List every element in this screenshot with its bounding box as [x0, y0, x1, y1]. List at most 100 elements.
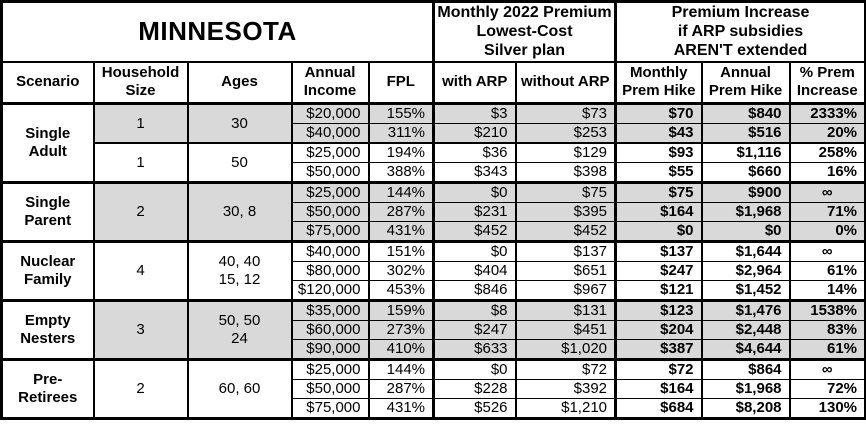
pct-prem-increase-cell: 61% — [788, 261, 866, 282]
annual-prem-hike-cell: $864 — [700, 358, 791, 381]
fpl-cell: 144% — [367, 358, 435, 381]
fpl-cell: 144% — [367, 181, 435, 204]
scenario-cell: Nuclear Family — [0, 240, 95, 302]
fpl-cell: 159% — [367, 299, 435, 322]
annual-income-cell: $25,000 — [290, 181, 370, 204]
scenario-cell: Single Adult — [0, 102, 95, 184]
without-arp-cell: $451 — [514, 320, 617, 341]
annual-income-cell: $25,000 — [290, 358, 370, 381]
table-row: $75,000 431% $526 $1,210 $684 $8,208 130% — [2, 398, 866, 420]
monthly-prem-hike-cell: $93 — [614, 142, 703, 164]
header-group-row: MINNESOTA Monthly 2022 Premium Lowest-Co… — [0, 0, 866, 63]
with-arp-cell: $210 — [432, 123, 517, 144]
pct-prem-increase-cell: 0% — [788, 221, 866, 243]
household-size-cell: 4 — [92, 240, 189, 302]
annual-income-cell: $40,000 — [290, 123, 370, 144]
pct-prem-increase-cell: 16% — [788, 162, 866, 184]
pct-prem-increase-cell: 1538% — [788, 299, 866, 322]
annual-prem-hike-cell: $2,964 — [700, 261, 791, 282]
without-arp-cell: $651 — [514, 261, 617, 282]
table-row: Nuclear Family 4 40, 40 15, 12 $40,000 151% $… — [0, 240, 866, 302]
table-row: $50,000 388% $343 $398 $55 $660 16% — [2, 162, 866, 184]
table-row: $90,000 410% $633 $1,020 $387 $4,644 61% — [2, 339, 866, 361]
annual-prem-hike-cell: $1,452 — [700, 280, 791, 302]
annual-income-cell: $75,000 — [290, 221, 370, 243]
with-arp-cell: $247 — [432, 320, 517, 341]
annual-income-cell: $50,000 — [290, 379, 370, 400]
without-arp-cell: $253 — [514, 123, 617, 144]
table-row: Empty Nesters 3 50, 50 24 $35,000 159% $8 $131… — [0, 299, 866, 361]
monthly-prem-hike-cell: $121 — [614, 280, 703, 302]
with-arp-cell: $452 — [432, 221, 517, 243]
monthly-prem-hike-cell: $55 — [614, 162, 703, 184]
fpl-cell: 287% — [367, 202, 435, 223]
without-arp-cell: $73 — [514, 102, 617, 125]
header-columns-row: Scenario Household Size Ages Annual Inco… — [0, 60, 866, 106]
annual-income-cell: $20,000 — [290, 102, 370, 125]
annual-income-cell: $90,000 — [290, 339, 370, 361]
with-arp-cell: $526 — [432, 398, 517, 420]
household-size-cell: 3 — [92, 299, 189, 361]
monthly-prem-hike-cell: $72 — [614, 358, 703, 381]
pct-prem-increase-cell: 2333% — [788, 102, 866, 125]
table-row: Single Parent 2 30, 8 $25,000 144% $0 $75 $75 $9… — [0, 181, 866, 243]
table-row: Single Adult 1 30 $20,000 155% $3 $73 $70 $840 23… — [0, 102, 866, 184]
annual-prem-hike-cell: $0 — [700, 221, 791, 243]
annual-income-cell: $120,000 — [290, 280, 370, 302]
pct-prem-increase-cell: 71% — [788, 202, 866, 223]
ages-cell: 60, 60 — [186, 358, 293, 420]
monthly-prem-hike-cell: $43 — [614, 123, 703, 144]
annual-prem-hike-cell: $8,208 — [700, 398, 791, 420]
pct-prem-increase-cell: 258% — [788, 142, 866, 164]
table-row: 1 50 $25,000 194% $36 $129 $93 $1,116 258% — [2, 142, 866, 184]
household-size-cell: 2 — [92, 181, 189, 243]
fpl-cell: 431% — [367, 398, 435, 420]
table-row: $40,000 311% $210 $253 $43 $516 20% — [2, 123, 866, 144]
table-row: $60,000 273% $247 $451 $204 $2,448 83% — [2, 320, 866, 341]
with-arp-cell: $231 — [432, 202, 517, 223]
table-title: MINNESOTA — [0, 0, 435, 63]
with-arp-cell: $228 — [432, 379, 517, 400]
annual-prem-hike-cell: $4,644 — [700, 339, 791, 361]
pct-prem-increase-cell: 14% — [788, 280, 866, 302]
with-arp-cell: $8 — [432, 299, 517, 322]
without-arp-cell: $1,020 — [514, 339, 617, 361]
fpl-cell: 302% — [367, 261, 435, 282]
monthly-prem-hike-cell: $247 — [614, 261, 703, 282]
pct-prem-increase-cell: ∞ — [788, 358, 866, 381]
table-body: Single Adult 1 30 $20,000 155% $3 $73 $70 $840 23… — [0, 102, 866, 420]
monthly-prem-hike-cell: $0 — [614, 221, 703, 243]
with-arp-cell: $3 — [432, 102, 517, 125]
household-size-cell: 1 — [92, 102, 189, 144]
without-arp-cell: $129 — [514, 142, 617, 164]
annual-income-cell: $60,000 — [290, 320, 370, 341]
fpl-cell: 388% — [367, 162, 435, 184]
ages-cell: 50 — [186, 142, 293, 184]
without-arp-cell: $967 — [514, 280, 617, 302]
monthly-prem-hike-cell: $75 — [614, 181, 703, 204]
fpl-cell: 431% — [367, 221, 435, 243]
fpl-cell: 453% — [367, 280, 435, 302]
monthly-prem-hike-cell: $164 — [614, 379, 703, 400]
annual-prem-hike-cell: $900 — [700, 181, 791, 204]
without-arp-cell: $131 — [514, 299, 617, 322]
col-header-household-size: Household Size — [92, 60, 189, 106]
with-arp-cell: $404 — [432, 261, 517, 282]
scenario-cell: Pre- Retirees — [0, 358, 95, 420]
annual-prem-hike-cell: $2,448 — [700, 320, 791, 341]
without-arp-cell: $452 — [514, 221, 617, 243]
fpl-cell: 194% — [367, 142, 435, 164]
annual-prem-hike-cell: $1,644 — [700, 240, 791, 263]
monthly-prem-hike-cell: $204 — [614, 320, 703, 341]
with-arp-cell: $0 — [432, 240, 517, 263]
col-header-annual-income: Annual Income — [290, 60, 370, 106]
without-arp-cell: $1,210 — [514, 398, 617, 420]
annual-income-cell: $25,000 — [290, 142, 370, 164]
with-arp-cell: $633 — [432, 339, 517, 361]
scenario-cell: Single Parent — [0, 181, 95, 243]
with-arp-cell: $36 — [432, 142, 517, 164]
col-header-fpl: FPL — [367, 60, 435, 106]
monthly-prem-hike-cell: $123 — [614, 299, 703, 322]
col-header-without-arp: without ARP — [514, 60, 617, 106]
